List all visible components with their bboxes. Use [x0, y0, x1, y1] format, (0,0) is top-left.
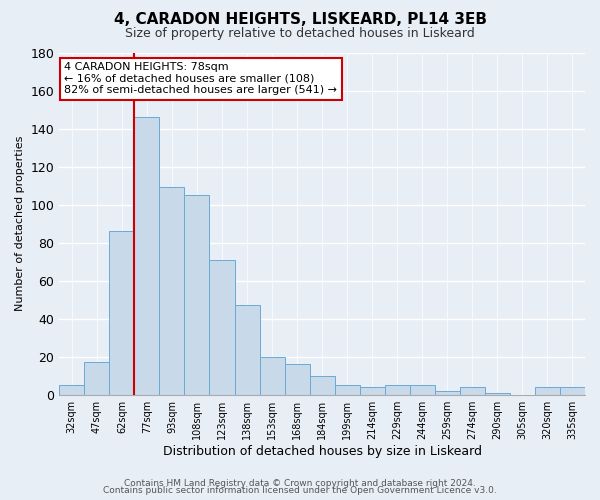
Text: Contains public sector information licensed under the Open Government Licence v3: Contains public sector information licen… [103, 486, 497, 495]
Bar [134, 117, 160, 394]
Bar [184, 195, 209, 394]
Bar [560, 387, 585, 394]
Bar [160, 188, 184, 394]
Y-axis label: Number of detached properties: Number of detached properties [15, 136, 25, 312]
Bar [235, 306, 260, 394]
Bar [85, 362, 109, 394]
Text: Size of property relative to detached houses in Liskeard: Size of property relative to detached ho… [125, 28, 475, 40]
Bar [59, 385, 85, 394]
Bar [535, 387, 560, 394]
Bar [284, 364, 310, 394]
Bar [209, 260, 235, 394]
Text: 4, CARADON HEIGHTS, LISKEARD, PL14 3EB: 4, CARADON HEIGHTS, LISKEARD, PL14 3EB [113, 12, 487, 28]
Bar [359, 387, 385, 394]
Text: 4 CARADON HEIGHTS: 78sqm
← 16% of detached houses are smaller (108)
82% of semi-: 4 CARADON HEIGHTS: 78sqm ← 16% of detach… [64, 62, 337, 95]
Bar [385, 385, 410, 394]
Bar [410, 385, 435, 394]
X-axis label: Distribution of detached houses by size in Liskeard: Distribution of detached houses by size … [163, 444, 482, 458]
Bar [310, 376, 335, 394]
Bar [260, 356, 284, 395]
Bar [109, 231, 134, 394]
Bar [435, 391, 460, 394]
Bar [335, 385, 359, 394]
Bar [460, 387, 485, 394]
Text: Contains HM Land Registry data © Crown copyright and database right 2024.: Contains HM Land Registry data © Crown c… [124, 478, 476, 488]
Bar [485, 393, 510, 394]
